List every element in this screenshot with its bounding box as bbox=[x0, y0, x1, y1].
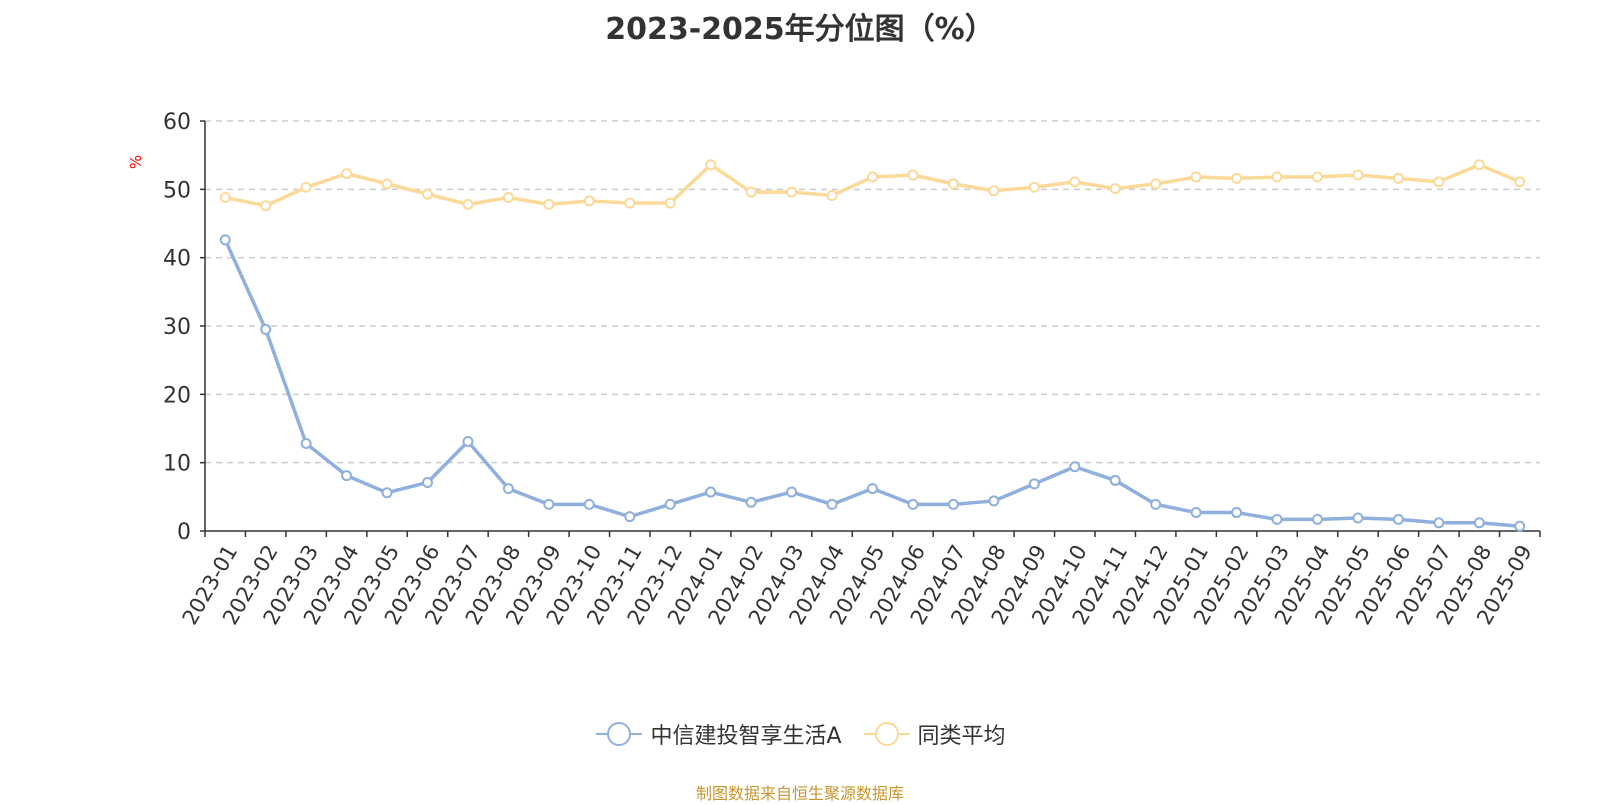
series-1-point[interactable] bbox=[988, 185, 1000, 197]
legend-label: 中信建投智享生活A bbox=[650, 724, 842, 749]
series-0-point[interactable] bbox=[624, 511, 636, 523]
series-line-1 bbox=[224, 162, 1521, 208]
series-1-point[interactable] bbox=[300, 181, 312, 193]
series-1-point[interactable] bbox=[219, 192, 231, 204]
series-0-point[interactable] bbox=[664, 498, 676, 510]
series-0-point[interactable] bbox=[1271, 513, 1283, 525]
series-0-point[interactable] bbox=[947, 498, 959, 510]
series-0-point[interactable] bbox=[1433, 517, 1445, 529]
series-0-point[interactable] bbox=[705, 486, 717, 498]
series-1-point[interactable] bbox=[502, 192, 514, 204]
legend-item-0[interactable]: 中信建投智享生活A bbox=[594, 718, 842, 750]
series-0-point[interactable] bbox=[1312, 513, 1323, 525]
series-0-point[interactable] bbox=[300, 438, 312, 450]
series-1-point[interactable] bbox=[1352, 169, 1364, 181]
series-0-point[interactable] bbox=[1473, 517, 1485, 529]
legend-marker-icon bbox=[863, 722, 910, 746]
series-0-point[interactable] bbox=[1150, 498, 1162, 510]
series-1-point[interactable] bbox=[422, 188, 433, 200]
series-0-point[interactable] bbox=[1190, 507, 1202, 519]
series-0-point[interactable] bbox=[1028, 478, 1040, 490]
series-0-point[interactable] bbox=[1352, 512, 1364, 524]
series-1-point[interactable] bbox=[826, 189, 838, 201]
series-1-point[interactable] bbox=[260, 200, 272, 212]
series-0-point[interactable] bbox=[907, 498, 919, 510]
series-0-point[interactable] bbox=[583, 498, 595, 510]
series-1-point[interactable] bbox=[1514, 176, 1526, 188]
series-1-point[interactable] bbox=[583, 195, 595, 207]
series-1-point[interactable] bbox=[1231, 172, 1243, 184]
series-1-point[interactable] bbox=[1150, 178, 1162, 190]
series-1-point[interactable] bbox=[705, 159, 717, 171]
series-1-point[interactable] bbox=[624, 197, 636, 209]
series-0-point[interactable] bbox=[1514, 520, 1526, 532]
y-tick-label: 30 bbox=[163, 315, 191, 340]
y-tick-label: 40 bbox=[163, 247, 191, 272]
series-0-point[interactable] bbox=[867, 483, 878, 495]
legend: 中信建投智享生活A 同类平均 bbox=[0, 718, 1600, 750]
series-1-point[interactable] bbox=[1190, 171, 1202, 183]
y-tick-label: 10 bbox=[163, 452, 191, 477]
y-axis-label: % bbox=[127, 155, 145, 169]
series-0-point[interactable] bbox=[502, 483, 514, 495]
series-lines bbox=[219, 159, 1526, 532]
series-1-point[interactable] bbox=[1069, 176, 1081, 188]
series-0-point[interactable] bbox=[1392, 513, 1404, 525]
series-1-point[interactable] bbox=[664, 197, 676, 209]
series-1-point[interactable] bbox=[786, 186, 798, 198]
series-0-point[interactable] bbox=[422, 476, 433, 488]
series-0-point[interactable] bbox=[1069, 461, 1081, 473]
series-1-point[interactable] bbox=[1109, 183, 1121, 195]
series-1-point[interactable] bbox=[1312, 171, 1323, 183]
series-1-point[interactable] bbox=[907, 169, 919, 181]
y-tick-label: 60 bbox=[163, 110, 191, 135]
source-note: 制图数据来自恒生聚源数据库 bbox=[695, 784, 904, 803]
series-1-point[interactable] bbox=[1392, 172, 1404, 184]
y-tick-label: 0 bbox=[177, 520, 191, 545]
series-1-point[interactable] bbox=[1473, 159, 1485, 171]
series-0-point[interactable] bbox=[1109, 474, 1121, 486]
series-1-point[interactable] bbox=[1433, 176, 1445, 188]
series-1-point[interactable] bbox=[462, 198, 474, 210]
y-tick-label: 50 bbox=[163, 178, 191, 203]
series-1-point[interactable] bbox=[745, 186, 757, 198]
series-0-point[interactable] bbox=[826, 498, 838, 510]
series-0-point[interactable] bbox=[260, 323, 272, 335]
series-0-point[interactable] bbox=[219, 234, 231, 246]
series-1-point[interactable] bbox=[341, 168, 353, 180]
series-0-point[interactable] bbox=[988, 495, 1000, 507]
series-0-point[interactable] bbox=[341, 470, 353, 482]
series-1-point[interactable] bbox=[1028, 181, 1040, 193]
legend-marker-icon bbox=[596, 722, 643, 746]
chart-title: 2023-2025年分位图（%） bbox=[605, 12, 995, 47]
series-0-point[interactable] bbox=[381, 487, 393, 499]
series-0-point[interactable] bbox=[462, 435, 474, 447]
series-0-point[interactable] bbox=[786, 486, 798, 498]
series-1-point[interactable] bbox=[947, 178, 959, 190]
legend-label: 同类平均 bbox=[917, 724, 1006, 749]
y-tick-label: 20 bbox=[163, 383, 191, 408]
series-0-point[interactable] bbox=[745, 496, 757, 508]
series-1-point[interactable] bbox=[1271, 171, 1283, 183]
series-1-point[interactable] bbox=[867, 171, 878, 183]
legend-item-1[interactable]: 同类平均 bbox=[862, 718, 1006, 750]
series-0-point[interactable] bbox=[543, 498, 555, 510]
series-1-point[interactable] bbox=[543, 198, 555, 210]
series-1-point[interactable] bbox=[381, 178, 393, 190]
series-0-point[interactable] bbox=[1231, 507, 1243, 519]
